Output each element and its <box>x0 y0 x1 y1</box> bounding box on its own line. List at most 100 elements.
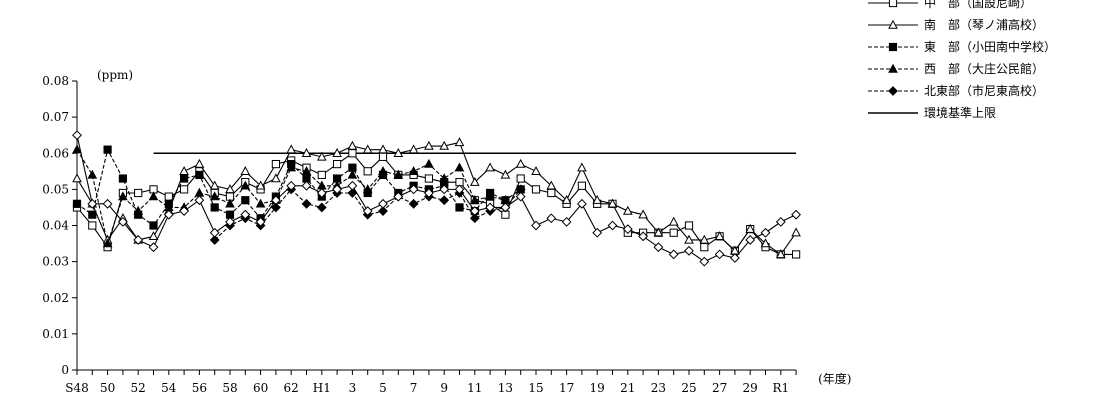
legend-label-4: 北東部（市尼東高校） <box>924 83 1044 98</box>
series-0-point <box>164 192 173 201</box>
y-tick-label: 0 <box>61 363 69 377</box>
series-0-point <box>348 149 357 158</box>
series-1-point <box>760 238 771 248</box>
series-5-point <box>592 227 603 238</box>
series-0-point <box>88 221 97 230</box>
series-1-point <box>485 162 495 172</box>
series-0-point <box>684 221 694 230</box>
series-0-point <box>547 188 556 198</box>
series-3-point <box>362 184 373 194</box>
series-3-point <box>148 191 159 201</box>
series-0-point <box>700 243 709 252</box>
series-5-point <box>332 184 343 195</box>
series-1-point <box>745 223 756 233</box>
series-5-point <box>561 216 572 227</box>
series-0-point <box>378 152 388 161</box>
y-tick-label: 0.07 <box>42 110 69 124</box>
series-5-point <box>87 198 98 209</box>
series-1-point <box>209 180 220 190</box>
x-tick-label: 23 <box>651 381 666 395</box>
series-1-point <box>194 158 205 168</box>
series-1-point <box>347 140 358 150</box>
series-1-point <box>286 144 297 154</box>
series-1-point <box>684 234 694 244</box>
series-5-point <box>668 249 679 260</box>
series-3-point <box>424 158 434 168</box>
y-tick-label: 0.04 <box>42 219 69 233</box>
series-1-point <box>332 147 342 157</box>
x-tick-label: 54 <box>161 381 177 395</box>
series-1-point <box>561 194 572 204</box>
x-tick-label: S48 <box>65 381 89 395</box>
series-1-point <box>439 140 450 150</box>
series-2-point <box>149 221 158 230</box>
series-4-point <box>270 202 281 213</box>
series-1-point <box>393 147 404 157</box>
series-0-point <box>516 174 525 183</box>
series-5-point <box>286 180 297 191</box>
series-0-point <box>531 185 541 194</box>
series-0-point <box>577 181 586 190</box>
series-1-point <box>714 231 725 241</box>
series-3-point <box>240 180 251 190</box>
series-3-point <box>255 198 266 208</box>
series-1-point <box>546 180 557 190</box>
series-2-line <box>76 148 522 227</box>
x-tick-label: 19 <box>590 381 605 395</box>
series-1-point <box>531 166 541 176</box>
series-4-point <box>408 198 419 209</box>
series-5-point <box>699 256 710 267</box>
series-5-point <box>439 184 450 195</box>
legend-marker-3 <box>888 63 898 73</box>
x-tick-label: 25 <box>681 381 696 395</box>
x-tick-label: 21 <box>620 381 635 395</box>
series-1-point <box>301 147 312 157</box>
series-5-point <box>133 235 144 245</box>
series-5-point <box>515 191 526 202</box>
series-5-point <box>316 188 327 198</box>
series-5-point <box>485 202 496 213</box>
series-5-point <box>301 180 312 191</box>
x-tick-label: 15 <box>528 381 543 395</box>
series-5-point <box>454 184 465 195</box>
series-5-point <box>270 195 281 206</box>
series-1-point <box>515 158 526 168</box>
series-5-point <box>225 216 235 227</box>
series-2-point <box>455 203 464 212</box>
series-1-point <box>271 173 281 183</box>
series-5-point <box>194 195 205 206</box>
series-1-point <box>592 194 603 204</box>
x-tick-label: 17 <box>559 381 574 395</box>
series-3-point <box>301 166 312 176</box>
series-5-point <box>423 188 434 198</box>
series-5-point <box>714 249 725 260</box>
x-tick-label: 62 <box>284 381 299 395</box>
series-1-point <box>500 169 511 179</box>
series-4-point <box>378 206 388 216</box>
series-2-point <box>103 145 112 154</box>
y-tick-label: 0.02 <box>42 291 69 305</box>
series-3-point <box>225 198 235 208</box>
x-tick-label: 29 <box>743 381 758 395</box>
series-2-point <box>241 196 250 205</box>
x-tick-label: 27 <box>712 381 727 395</box>
legend-marker-4 <box>888 86 898 96</box>
series-5-point <box>179 206 190 216</box>
series-3-point <box>393 169 404 179</box>
series-5-point <box>546 213 557 224</box>
legend-marker-2 <box>888 42 898 52</box>
series-5-point <box>378 198 388 209</box>
series-2-point <box>72 199 82 208</box>
x-tick-label: 56 <box>192 381 207 395</box>
series-0-point <box>669 228 678 237</box>
series-4-point <box>469 213 480 224</box>
series-5-point <box>408 184 419 195</box>
series-1-point <box>638 209 648 219</box>
series-3-point <box>194 187 205 197</box>
y-tick-label: 0.01 <box>42 327 69 341</box>
series-group <box>72 130 802 267</box>
series-3-point <box>469 194 480 204</box>
series-5-point <box>240 209 251 220</box>
series-3-point <box>439 173 450 183</box>
series-1-point <box>577 162 587 172</box>
